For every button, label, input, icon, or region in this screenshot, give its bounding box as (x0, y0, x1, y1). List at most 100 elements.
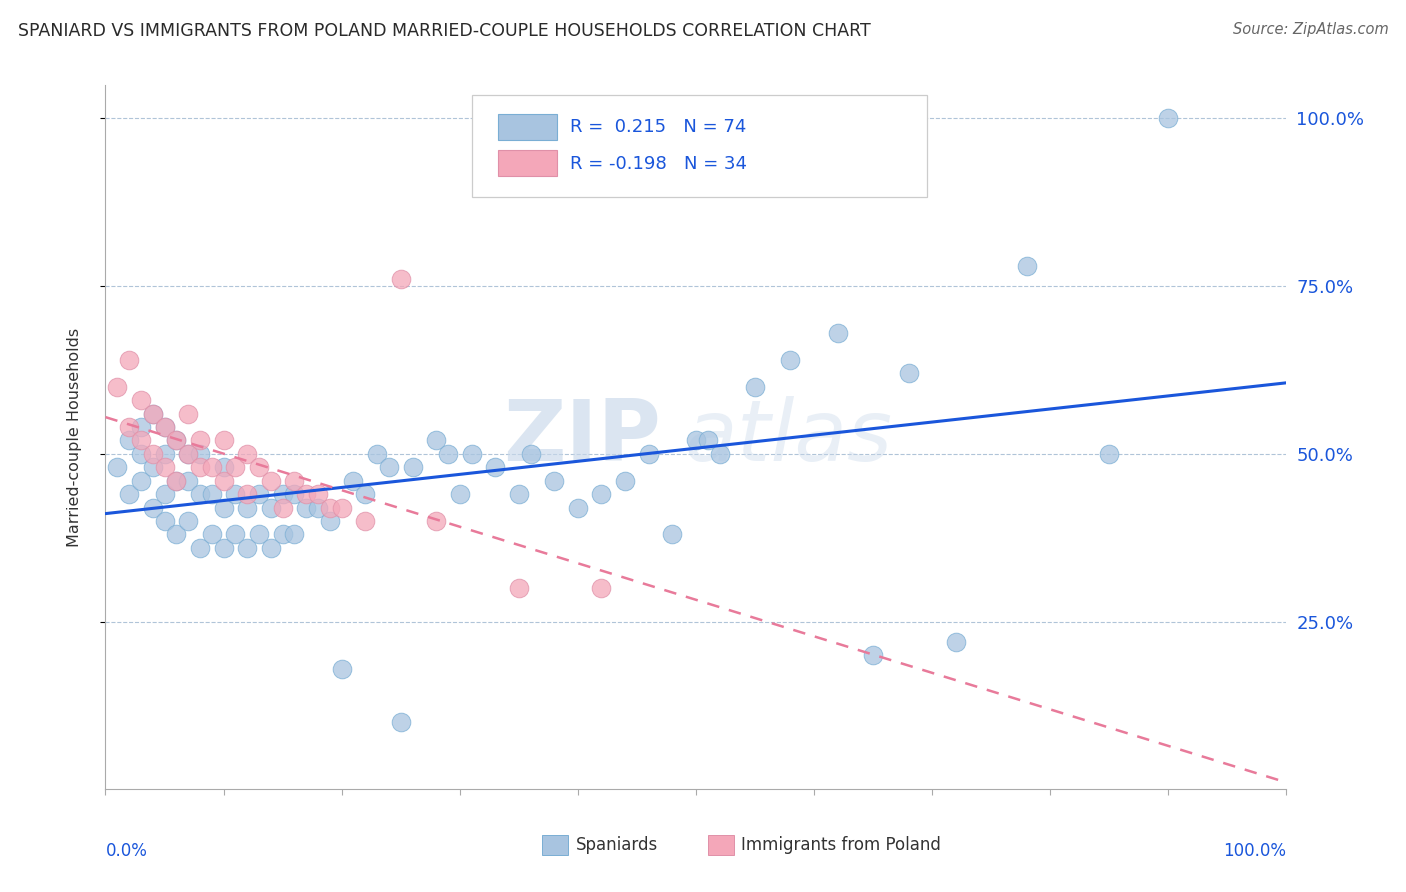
FancyBboxPatch shape (707, 835, 734, 855)
Point (897, 367, 920, 381)
Point (862, 648, 884, 663)
Point (201, 527, 224, 541)
Point (142, 407, 165, 421)
Point (295, 487, 318, 501)
Point (165, 527, 187, 541)
Point (153, 420, 176, 434)
Point (744, 380, 766, 394)
Text: SPANIARD VS IMMIGRANTS FROM POLAND MARRIED-COUPLE HOUSEHOLDS CORRELATION CHART: SPANIARD VS IMMIGRANTS FROM POLAND MARRI… (18, 22, 872, 40)
Text: ZIP: ZIP (503, 395, 661, 479)
Point (201, 460, 224, 475)
Point (142, 460, 165, 475)
Point (519, 447, 541, 461)
Point (177, 407, 200, 421)
Point (165, 474, 187, 488)
Point (437, 447, 460, 461)
Point (153, 447, 176, 461)
Point (460, 447, 482, 461)
Text: Source: ZipAtlas.com: Source: ZipAtlas.com (1233, 22, 1389, 37)
Point (177, 514, 200, 528)
Point (188, 447, 211, 461)
Point (177, 474, 200, 488)
Point (330, 500, 353, 515)
Point (224, 527, 246, 541)
Y-axis label: Married-couple Households: Married-couple Households (67, 327, 82, 547)
Point (637, 447, 659, 461)
Point (129, 447, 152, 461)
Text: R =  0.215   N = 74: R = 0.215 N = 74 (569, 118, 747, 136)
Point (508, 487, 530, 501)
Point (1098, 447, 1121, 461)
Point (389, 272, 412, 286)
Point (827, 326, 849, 340)
Point (177, 447, 200, 461)
Point (142, 447, 165, 461)
Point (1157, 112, 1180, 126)
Point (307, 487, 329, 501)
Point (271, 527, 294, 541)
Point (188, 541, 211, 555)
Point (508, 581, 530, 595)
Point (188, 434, 211, 448)
Point (224, 460, 246, 475)
Point (366, 447, 388, 461)
FancyBboxPatch shape (498, 150, 557, 177)
Point (201, 487, 224, 501)
Point (105, 460, 128, 475)
Point (236, 541, 259, 555)
Point (283, 527, 305, 541)
Point (212, 474, 235, 488)
Point (319, 514, 342, 528)
Point (401, 460, 423, 475)
Point (779, 352, 801, 367)
Point (188, 460, 211, 475)
Point (449, 487, 471, 501)
Point (129, 393, 152, 408)
Point (212, 541, 235, 555)
Point (165, 434, 187, 448)
Point (153, 460, 176, 475)
Point (283, 474, 305, 488)
Point (1015, 259, 1038, 273)
Point (153, 420, 176, 434)
Point (484, 460, 506, 475)
Point (118, 352, 141, 367)
Point (661, 527, 683, 541)
Point (118, 487, 141, 501)
Point (709, 447, 731, 461)
Point (212, 434, 235, 448)
Point (271, 500, 294, 515)
Point (543, 474, 565, 488)
Text: 0.0%: 0.0% (105, 842, 148, 860)
Point (177, 447, 200, 461)
Point (260, 500, 283, 515)
Point (319, 500, 342, 515)
Point (129, 420, 152, 434)
Point (591, 487, 613, 501)
Point (212, 500, 235, 515)
Point (354, 487, 377, 501)
Point (247, 527, 270, 541)
Point (354, 514, 377, 528)
Point (591, 581, 613, 595)
Text: Spaniards: Spaniards (575, 836, 658, 854)
Point (260, 474, 283, 488)
Text: Immigrants from Poland: Immigrants from Poland (741, 836, 941, 854)
Point (236, 500, 259, 515)
Point (188, 487, 211, 501)
Point (247, 487, 270, 501)
FancyBboxPatch shape (471, 95, 928, 197)
Point (142, 407, 165, 421)
Point (165, 474, 187, 488)
Point (118, 420, 141, 434)
Text: atlas: atlas (685, 395, 893, 479)
Point (105, 380, 128, 394)
Point (425, 434, 447, 448)
FancyBboxPatch shape (543, 835, 568, 855)
Point (165, 434, 187, 448)
Point (614, 474, 637, 488)
Point (153, 514, 176, 528)
Point (271, 487, 294, 501)
Point (685, 434, 707, 448)
Point (212, 460, 235, 475)
